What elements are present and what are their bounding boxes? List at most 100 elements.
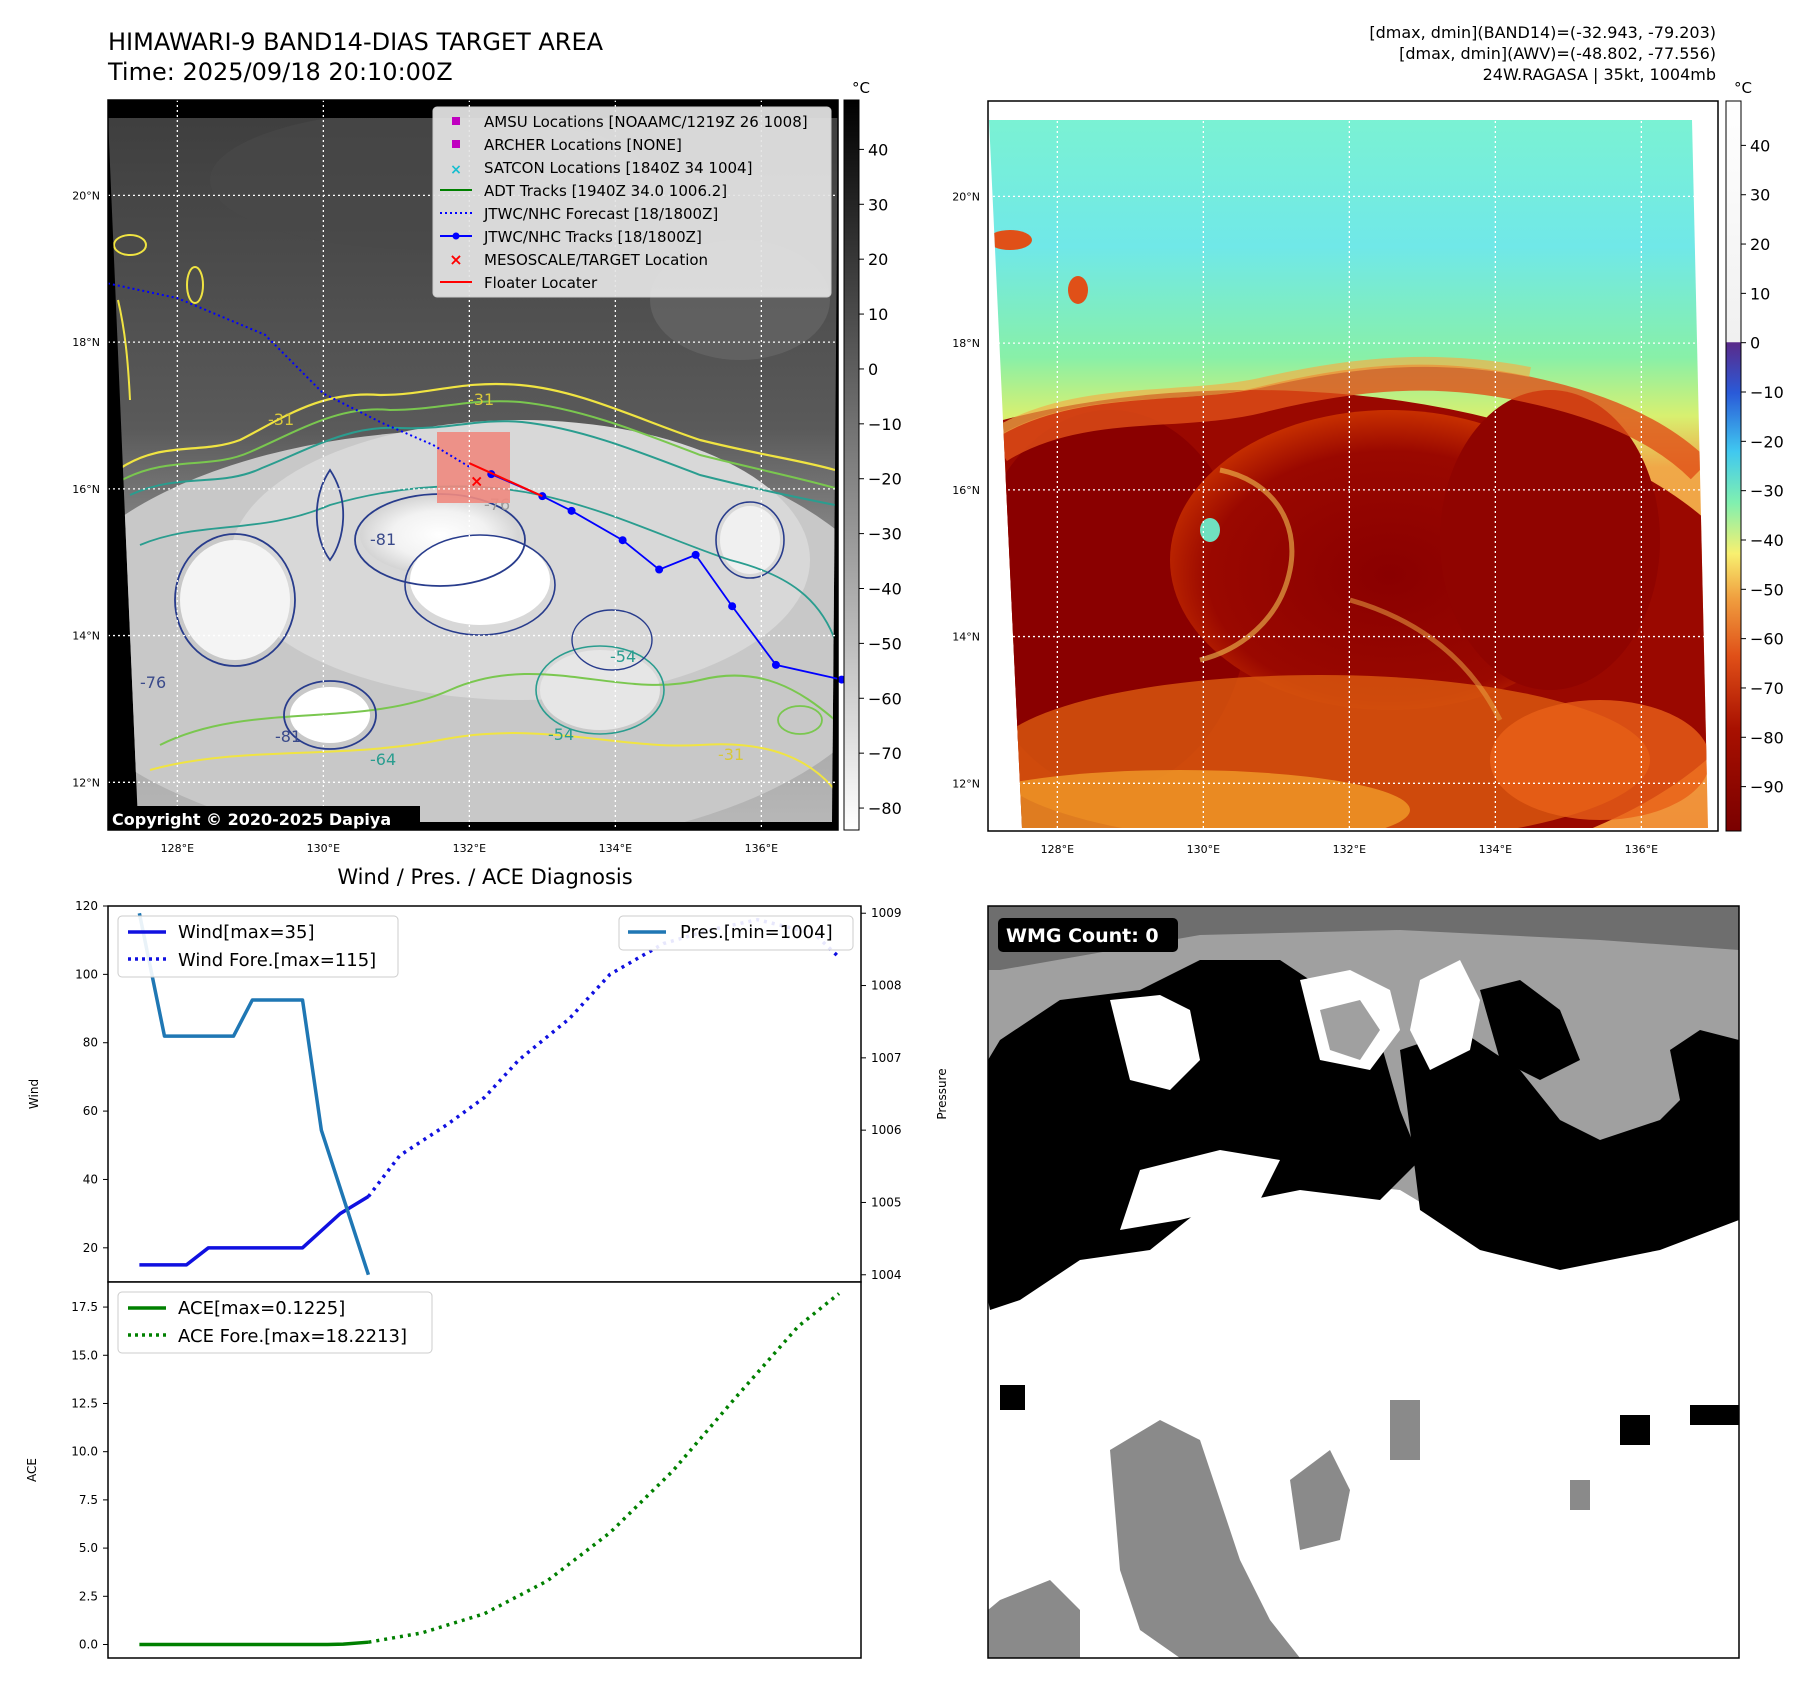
pressure-legend-box xyxy=(618,915,854,951)
ir-colorbar-scale xyxy=(843,99,860,831)
contour-label: -54 xyxy=(548,725,574,744)
wv-gridlines xyxy=(988,101,1718,831)
legend-track-marker xyxy=(452,232,460,240)
wv-map-frame xyxy=(987,100,1719,832)
wind-y-tick-label: 100 xyxy=(75,967,98,981)
legend-amsu-icon xyxy=(452,117,460,125)
ace-axis-label: ACE xyxy=(25,1458,39,1482)
wv-lat-label: 14°N xyxy=(952,631,980,644)
wv-colorbar-tick-label: −10 xyxy=(1750,383,1784,402)
ir-map-frame xyxy=(107,99,839,831)
track-point xyxy=(771,660,780,669)
pressure-y-tick-label: 1006 xyxy=(871,1123,902,1137)
ace-y-ticks: 0.0 2.5 5.0 7.5 10.0 12.5 15.0 17.5 xyxy=(71,1300,108,1652)
wmg-count-label: WMG Count: 0 xyxy=(1006,925,1159,947)
track-point xyxy=(618,536,627,545)
ir-lon-labels: 128°E 130°E 132°E 134°E 136°E xyxy=(161,842,778,855)
contour-label: -31 xyxy=(268,410,294,429)
ir-colorbar-tick-label: 40 xyxy=(868,140,888,159)
ace-y-tick-label: 17.5 xyxy=(71,1300,98,1314)
ace-y-tick-label: 5.0 xyxy=(79,1541,98,1555)
wind-y-ticks: 20 40 60 80 100 120 xyxy=(75,899,108,1255)
ace-line xyxy=(139,1640,369,1647)
wv-colorbar-tick-label: −70 xyxy=(1750,679,1784,698)
ace-y-tick-label: 7.5 xyxy=(79,1493,98,1507)
ir-colorbar-tick-label: −70 xyxy=(868,744,902,763)
ir-colorbar-tick-label: −50 xyxy=(868,634,902,653)
ir-lat-label: 18°N xyxy=(72,336,100,349)
wv-colorbar-tick-label: −80 xyxy=(1750,728,1784,747)
wv-colorbar-tick-label: 30 xyxy=(1750,186,1770,205)
legend-wind-forecast-label: Wind Fore.[max=115] xyxy=(178,950,376,971)
ir-lat-label: 12°N xyxy=(72,776,100,789)
wv-colorbar-ticks: 40 30 20 10 0 −10 −20 −30 −40 −50 −60 −70 −80 −90 xyxy=(1741,136,1784,797)
map-legend: × × AMSU Locations [NOAAMC/1219Z 26 1008… xyxy=(432,106,832,298)
wind-line xyxy=(139,1195,370,1267)
ir-colorbar-tick-label: −30 xyxy=(868,525,902,544)
figure-title: HIMAWARI-9 BAND14-DIAS TARGET AREA xyxy=(108,28,604,56)
legend-label: SATCON Locations [1840Z 34 1004] xyxy=(484,159,752,177)
wv-lat-label: 12°N xyxy=(952,777,980,790)
track-point xyxy=(567,506,576,515)
wind-legend-box xyxy=(117,915,399,978)
wv-colorbar-scale xyxy=(1725,100,1742,832)
wv-colorbar: °C 40 30 20 10 0 −10 −20 −30 −40 −50 −60 −70 −80 −90 xyxy=(1725,79,1784,832)
wv-colorbar-tick-label: −50 xyxy=(1750,580,1784,599)
wv-lat-label: 16°N xyxy=(952,484,980,497)
ace-y-tick-label: 10.0 xyxy=(71,1445,98,1459)
ir-colorbar-unit: °C xyxy=(852,79,870,97)
copyright-text: Copyright © 2020-2025 Dapiya xyxy=(112,810,391,829)
wmg-imagery xyxy=(988,906,1739,1658)
wind-y-tick-label: 60 xyxy=(83,1104,98,1118)
wv-colorbar-tick-label: −40 xyxy=(1750,531,1784,550)
ace-y-tick-label: 15.0 xyxy=(71,1348,98,1362)
wind-forecast-line xyxy=(367,917,841,1198)
ir-lon-label: 132°E xyxy=(453,842,486,855)
pressure-legend: Pres.[min=1004] xyxy=(618,915,854,951)
legend-pressure-label: Pres.[min=1004] xyxy=(680,922,833,943)
ir-colorbar-tick-label: −80 xyxy=(868,799,902,818)
pressure-y-tick-label: 1008 xyxy=(871,979,902,993)
track-point xyxy=(691,550,700,559)
info-band14: [dmax, dmin](BAND14)=(-32.943, -79.203) xyxy=(1369,23,1716,42)
map-legend-box xyxy=(432,106,832,298)
pressure-y-tick-label: 1009 xyxy=(871,906,902,920)
wind-series xyxy=(137,912,841,1276)
wv-lon-labels: 128°E 130°E 132°E 134°E 136°E xyxy=(1041,843,1658,856)
wv-lon-label: 134°E xyxy=(1479,843,1512,856)
wv-lon-label: 136°E xyxy=(1625,843,1658,856)
ace-y-tick-label: 0.0 xyxy=(79,1638,98,1652)
ir-lon-label: 134°E xyxy=(599,842,632,855)
figure-time: Time: 2025/09/18 20:10:00Z xyxy=(107,58,453,86)
wv-lon-label: 130°E xyxy=(1187,843,1220,856)
ir-colorbar-tick-label: −40 xyxy=(868,579,902,598)
ace-legend: ACE[max=0.1225] ACE Fore.[max=18.2213] xyxy=(117,1291,433,1354)
ace-y-tick-label: 12.5 xyxy=(71,1396,98,1410)
wmg-frame xyxy=(987,905,1740,1659)
track-point xyxy=(728,602,737,611)
wind-y-tick-label: 120 xyxy=(75,899,98,913)
ace-y-tick-label: 2.5 xyxy=(79,1589,98,1603)
info-awv: [dmax, dmin](AWV)=(-48.802, -77.556) xyxy=(1399,44,1716,63)
wv-lat-label: 18°N xyxy=(952,337,980,350)
legend-label: JTWC/NHC Tracks [18/1800Z] xyxy=(483,228,702,246)
wind-y-tick-label: 20 xyxy=(83,1241,98,1255)
wv-colorbar-tick-label: 0 xyxy=(1750,334,1760,353)
ir-colorbar-tick-label: 20 xyxy=(868,250,888,269)
pressure-axis-label: Pressure xyxy=(935,1068,949,1119)
forecast-track-line xyxy=(107,282,470,468)
wv-colorbar-tick-label: −60 xyxy=(1750,630,1784,649)
pressure-y-ticks: 1004 1005 1006 1007 1008 1009 xyxy=(861,906,902,1282)
wv-colorbar-tick-label: −30 xyxy=(1750,482,1784,501)
pressure-y-tick-label: 1005 xyxy=(871,1195,902,1209)
wmg-panel: WMG Count: 0 xyxy=(987,905,1740,1659)
ir-colorbar-ticks: 40 30 20 10 0 −10 −20 −30 −40 −50 −60 −70 −80 xyxy=(859,140,902,818)
wv-colorbar-tick-label: 40 xyxy=(1750,136,1770,155)
target-area-box xyxy=(437,432,510,503)
ir-tracks: × xyxy=(107,282,846,684)
ir-lon-label: 136°E xyxy=(745,842,778,855)
legend-label: AMSU Locations [NOAAMC/1219Z 26 1008] xyxy=(484,113,808,131)
ir-colorbar: °C 40 30 20 10 0 −10 −20 −30 −40 −50 −60 −70 −80 xyxy=(843,79,902,831)
